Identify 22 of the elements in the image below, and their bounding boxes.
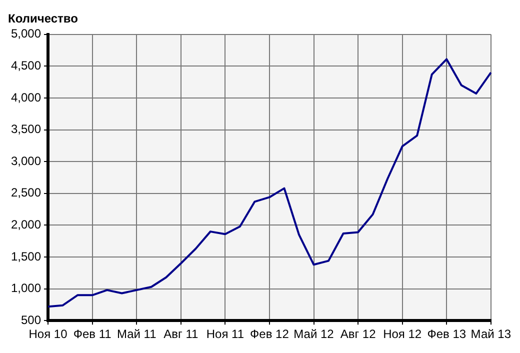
y-tick-label: 500 xyxy=(21,312,42,327)
x-tick-label: Ноя 10 xyxy=(28,327,68,342)
y-tick-label: 2,000 xyxy=(11,218,42,232)
y-tick-label: 4,000 xyxy=(11,90,42,104)
x-tick-label: Фев 13 xyxy=(427,327,466,342)
x-tick-label: Фев 11 xyxy=(73,327,112,342)
y-axis-title: Количество xyxy=(8,12,78,26)
y-tick-label: 1,000 xyxy=(11,281,42,296)
x-tick-label: Май 12 xyxy=(294,327,334,342)
y-tick-label: 4,500 xyxy=(11,58,42,73)
x-tick-label: Май 11 xyxy=(116,327,157,342)
y-tick-label: 1,500 xyxy=(11,249,42,264)
x-tick-label: Авг 11 xyxy=(164,327,198,342)
y-tick-label: 3,000 xyxy=(11,154,42,168)
y-tick-label: 5,000 xyxy=(11,26,42,41)
y-tick-label: 2,500 xyxy=(11,186,42,200)
x-tick-label: Авг 12 xyxy=(340,327,376,342)
x-tick-label: Ноя 11 xyxy=(206,327,244,342)
x-tick-label: Фев 12 xyxy=(250,327,290,342)
x-tick-label: Ноя 12 xyxy=(383,327,422,342)
y-tick-label: 3,500 xyxy=(11,122,42,136)
x-tick-label: Май 13 xyxy=(470,327,512,342)
